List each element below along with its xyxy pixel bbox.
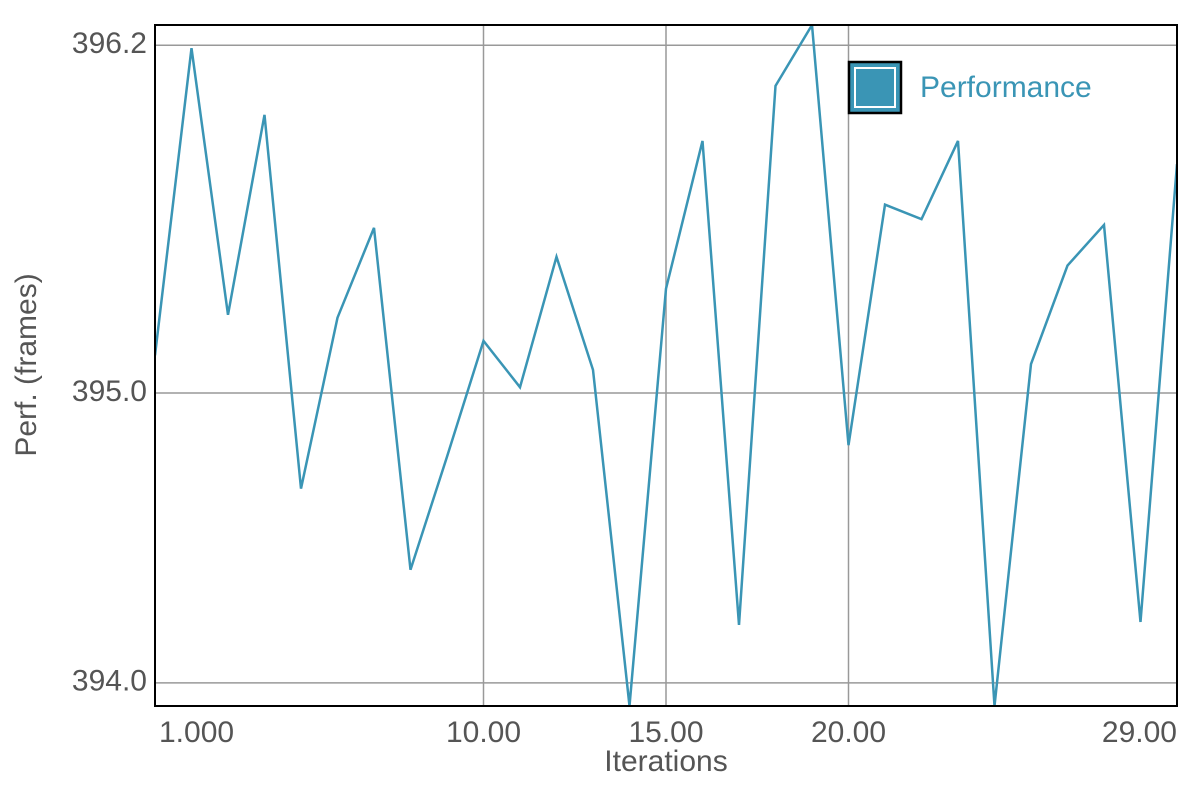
x-tick-label: 29.00 xyxy=(1102,716,1177,749)
legend-label: Performance xyxy=(920,71,1092,104)
data-line xyxy=(155,25,1177,706)
grid xyxy=(154,25,1178,706)
x-tick-label: 20.00 xyxy=(811,716,886,749)
x-tick-label: 1.000 xyxy=(159,716,234,749)
x-tick-label: 10.00 xyxy=(446,716,521,749)
x-tick-label: 15.00 xyxy=(628,716,703,749)
y-tick-label: 395.0 xyxy=(72,375,147,408)
y-axis-title: Perf. (frames) xyxy=(10,273,43,456)
plot-frame xyxy=(154,24,1178,707)
y-tick-label: 394.0 xyxy=(72,665,147,698)
plot-area xyxy=(155,25,1177,706)
x-axis-title: Iterations xyxy=(604,745,727,778)
legend-swatch-inner xyxy=(854,67,896,108)
y-tick-label: 396.2 xyxy=(72,27,147,60)
